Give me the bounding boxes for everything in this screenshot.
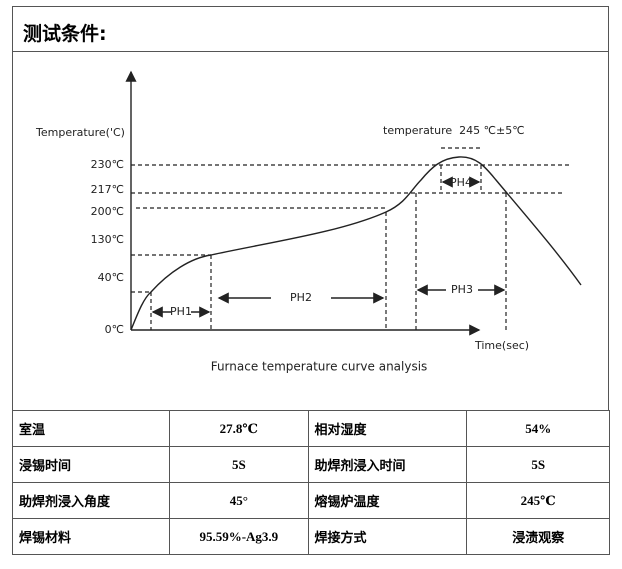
temperature-note: temperature 245 ℃±5℃ bbox=[383, 124, 525, 137]
y-tick-label: 200℃ bbox=[91, 205, 124, 218]
cell-value: 95.59%-Ag3.9 bbox=[169, 518, 309, 555]
y-tick-label: 130℃ bbox=[91, 233, 124, 246]
phase-label: PH1 bbox=[170, 305, 192, 318]
guides bbox=[131, 147, 571, 330]
y-tick-label: 40℃ bbox=[98, 271, 124, 284]
x-axis-label: Time(sec) bbox=[474, 339, 529, 352]
header-title: 测试条件: bbox=[23, 23, 107, 45]
phase-label: PH3 bbox=[451, 283, 473, 296]
cell-value: 245℃ bbox=[466, 482, 610, 519]
diagram: Temperature('C) Time(sec) temperature 24… bbox=[35, 70, 582, 374]
cell-value: 27.8℃ bbox=[169, 410, 309, 447]
phase-arrows bbox=[151, 176, 506, 318]
caption: Furnace temperature curve analysis bbox=[211, 360, 428, 374]
table-row: 助焊剂浸入角度 45° 熔锡炉温度 245℃ bbox=[11, 482, 610, 519]
y-axis-label: Temperature('C) bbox=[35, 126, 125, 139]
cell-key: 相对湿度 bbox=[307, 410, 468, 447]
cell-key: 焊接方式 bbox=[307, 518, 468, 555]
phase-label: PH2 bbox=[290, 291, 312, 304]
header: 测试条件: bbox=[12, 6, 609, 52]
cell-key: 焊锡材料 bbox=[11, 518, 171, 555]
cell-value: 5S bbox=[169, 446, 309, 483]
y-tick-label: 217℃ bbox=[91, 183, 124, 196]
cell-value: 5S bbox=[466, 446, 610, 483]
table-row: 浸锡时间 5S 助焊剂浸入时间 5S bbox=[11, 446, 610, 483]
cell-value: 浸渍观察 bbox=[466, 518, 610, 555]
cell-key: 助焊剂浸入角度 bbox=[11, 482, 171, 519]
cell-key: 室温 bbox=[11, 410, 171, 447]
table-row: 焊锡材料 95.59%-Ag3.9 焊接方式 浸渍观察 bbox=[11, 518, 610, 555]
y-tick-label: 0℃ bbox=[105, 323, 124, 336]
cell-key: 浸锡时间 bbox=[11, 446, 171, 483]
phase-label: PH4 bbox=[450, 176, 472, 189]
table-row: 室温 27.8℃ 相对湿度 54% bbox=[11, 410, 610, 447]
cell-value: 54% bbox=[466, 410, 610, 447]
cell-key: 熔锡炉温度 bbox=[307, 482, 468, 519]
cell-key: 助焊剂浸入时间 bbox=[307, 446, 468, 483]
temperature-curve bbox=[130, 156, 582, 331]
conditions-table: 室温 27.8℃ 相对湿度 54% 浸锡时间 5S 助焊剂浸入时间 5S 助焊剂浸入角度 45° 熔… bbox=[11, 410, 610, 555]
figure: Temperature('C) Time(sec) temperature 24… bbox=[12, 52, 609, 410]
y-tick-label: 230℃ bbox=[91, 158, 124, 171]
cell-value: 45° bbox=[169, 482, 309, 519]
